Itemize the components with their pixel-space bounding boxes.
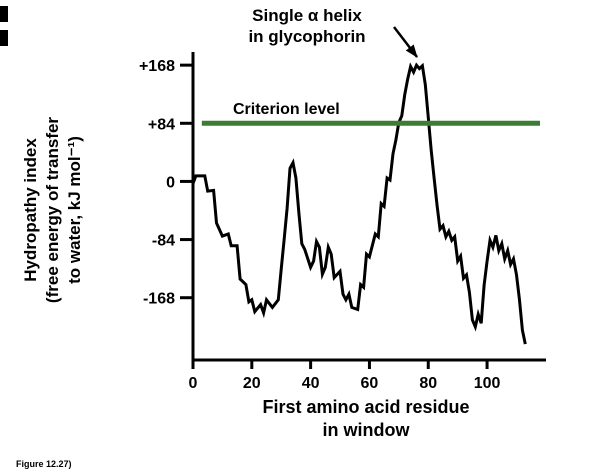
x-tick-label: 80 — [419, 375, 437, 392]
crop-artifact — [0, 6, 8, 22]
y-tick-label: 0 — [166, 174, 175, 191]
y-axis-title-line2: (free energy of transfer — [43, 116, 62, 304]
y-tick-label: -168 — [143, 291, 175, 308]
x-tick-label: 100 — [474, 375, 501, 392]
y-axis-title: Hydropathy index (free energy of transfe… — [20, 60, 86, 360]
criterion-level-label: Criterion level — [233, 101, 340, 118]
annotation-single-alpha-helix: Single α helix in glycophorin — [212, 5, 402, 47]
x-tick-label: 20 — [243, 375, 261, 392]
x-axis-title: First amino acid residue in window — [216, 396, 516, 442]
x-axis-title-line2: in window — [322, 420, 410, 440]
x-axis-title-line1: First amino acid residue — [262, 397, 470, 417]
x-tick-label: 40 — [302, 375, 320, 392]
annotation-line1: Single α helix — [252, 6, 362, 25]
x-tick-label: 60 — [361, 375, 379, 392]
y-axis-title-line1: Hydropathy index — [21, 138, 40, 282]
annotation-arrow — [393, 26, 418, 58]
y-tick-label: +84 — [148, 116, 175, 133]
y-tick-label: -84 — [152, 233, 175, 250]
figure-caption: Figure 12.27) — [16, 459, 72, 469]
crop-artifact — [0, 30, 8, 46]
chart-plot-area: +168 +84 0 -84 -168 0 20 40 60 80 100 — [139, 52, 546, 392]
x-tick-label: 0 — [189, 375, 198, 392]
y-tick-label: +168 — [139, 58, 175, 75]
annotation-line2: in glycophorin — [248, 27, 366, 46]
hydropathy-series-line — [191, 62, 527, 345]
y-axis-title-line3: to water, kJ mol⁻¹) — [65, 136, 84, 284]
